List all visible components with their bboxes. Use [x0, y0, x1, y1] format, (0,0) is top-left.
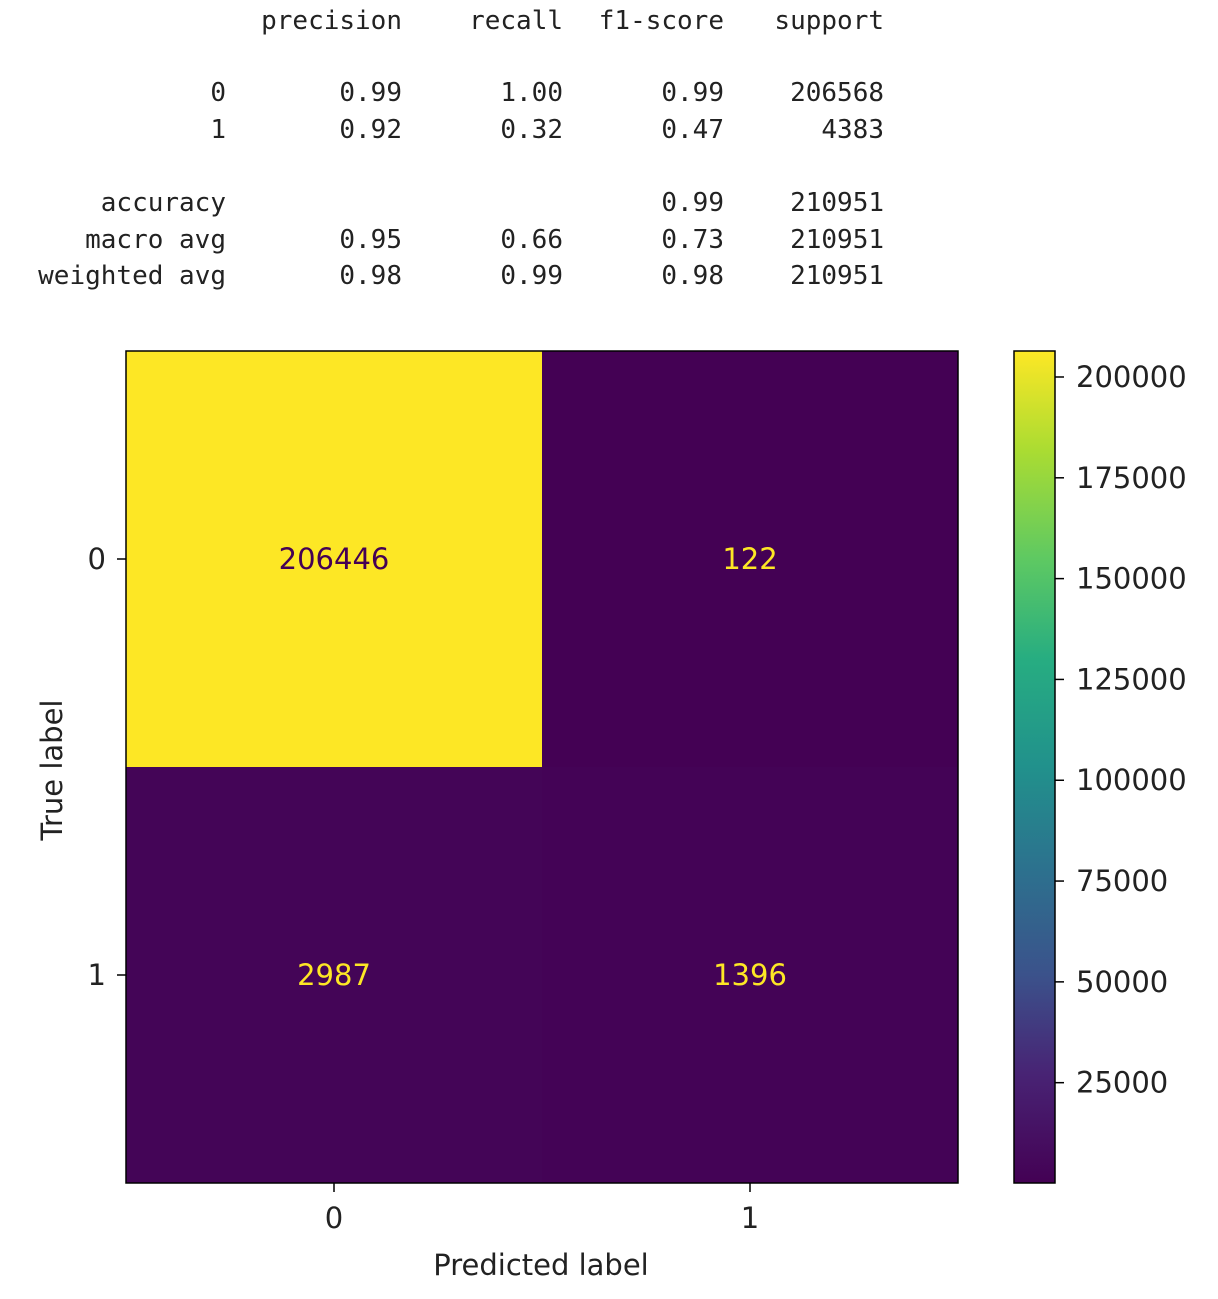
report-row-label: 0 — [210, 78, 226, 108]
report-cell: 0.98 — [339, 261, 402, 291]
x-axis-label: Predicted label — [433, 1248, 649, 1282]
colorbar-tick-label: 125000 — [1076, 662, 1187, 696]
colorbar-gradient — [1013, 350, 1056, 1184]
matrix-cell — [126, 351, 542, 767]
colorbar-tick-label: 75000 — [1076, 864, 1168, 898]
matrix-cell-value: 2987 — [297, 958, 371, 992]
report-row-label: 1 — [210, 115, 226, 145]
report-cell: 0.32 — [500, 115, 563, 145]
report-header: support — [774, 6, 884, 36]
report-cell: 0.99 — [661, 78, 724, 108]
report-cell: 0.99 — [661, 188, 724, 218]
y-axis-label: True label — [35, 700, 69, 842]
matrix-cell — [126, 767, 542, 1183]
report-header: precision — [261, 6, 402, 36]
report-cell: 0.98 — [661, 261, 724, 291]
x-tick-label: 1 — [741, 1201, 759, 1235]
matrix-cell-value: 1396 — [713, 958, 787, 992]
report-row-label: accuracy — [100, 188, 226, 218]
report-header: f1-score — [598, 6, 724, 36]
matrix-cell — [542, 351, 958, 767]
colorbar-tick-label: 25000 — [1076, 1066, 1168, 1100]
colorbar-tick-label: 150000 — [1076, 562, 1187, 596]
matrix-cell-value: 122 — [722, 542, 777, 576]
report-cell: 0.92 — [339, 115, 402, 145]
report-cell: 0.99 — [500, 261, 563, 291]
y-tick-label: 1 — [88, 958, 106, 992]
report-cell: 4383 — [821, 115, 884, 145]
matrix-cell-value: 206446 — [279, 542, 390, 576]
report-header: recall — [469, 6, 563, 36]
report-cell: 0.66 — [500, 225, 563, 255]
report-cell: 206568 — [790, 78, 884, 108]
report-row-label: macro avg — [85, 225, 226, 255]
confusion-matrix: 206446 122 2987 1396 0 1 0 1 — [88, 350, 959, 1235]
colorbar-tick-label: 100000 — [1076, 763, 1187, 797]
colorbar-tick-label: 175000 — [1076, 461, 1187, 495]
matrix-cell — [542, 767, 958, 1183]
colorbar-tick-label: 50000 — [1076, 965, 1168, 999]
classification-report: precision recall f1-score support 0 0.99 1.00 0… — [0, 0, 1218, 300]
report-cell: 0.47 — [661, 115, 724, 145]
report-cell: 210951 — [790, 261, 884, 291]
x-tick-label: 0 — [325, 1201, 343, 1235]
report-row-label: weighted avg — [38, 261, 226, 291]
report-cell: 210951 — [790, 188, 884, 218]
report-cell: 0.95 — [339, 225, 402, 255]
confusion-matrix-figure: 206446 122 2987 1396 0 1 0 1 25000 50000 75000 100… — [35, 350, 1187, 1282]
report-cell: 0.99 — [339, 78, 402, 108]
report-cell: 1.00 — [500, 78, 563, 108]
colorbar: 25000 50000 75000 100000 125000 150000 175000 2… — [1013, 350, 1187, 1184]
matrix-frame — [125, 350, 959, 1184]
y-tick-label: 0 — [88, 542, 106, 576]
report-cell: 210951 — [790, 225, 884, 255]
report-cell: 0.73 — [661, 225, 724, 255]
colorbar-tick-label: 200000 — [1076, 360, 1187, 394]
